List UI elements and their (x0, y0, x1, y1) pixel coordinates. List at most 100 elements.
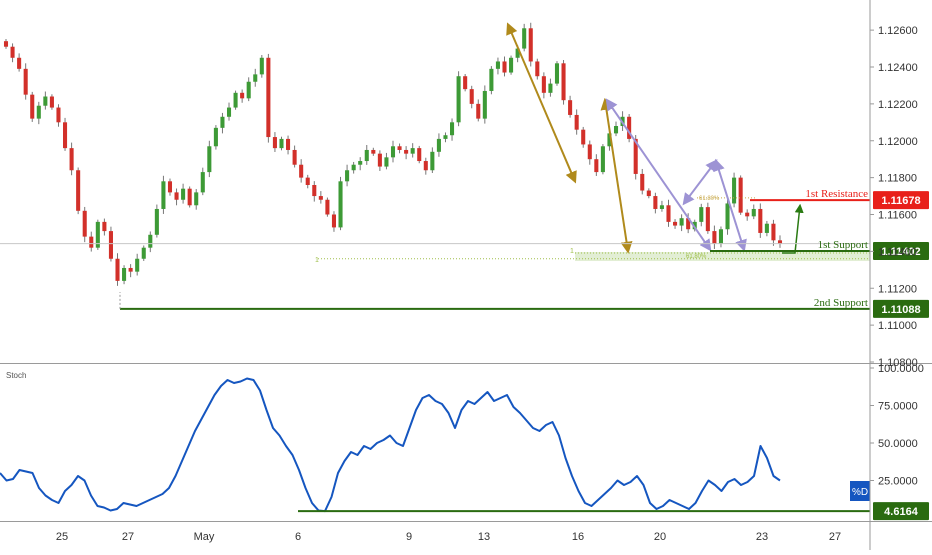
candle (443, 132, 448, 143)
candle-body (115, 258, 120, 281)
candle-body (207, 146, 212, 173)
price-tick-label: 1.11400 (878, 246, 917, 258)
candle-body (56, 107, 61, 123)
candle (600, 144, 605, 175)
candle (423, 157, 428, 175)
candle (777, 235, 783, 248)
candle-body (312, 185, 317, 197)
candle (673, 219, 678, 229)
candle-body (108, 231, 113, 259)
candle (627, 114, 632, 143)
candle-body (659, 205, 664, 209)
level-name: 1st Resistance (805, 188, 868, 200)
candle (745, 209, 750, 221)
candle-body (725, 203, 730, 230)
candle-body (495, 61, 500, 69)
candle-body (200, 172, 205, 193)
candle-body (63, 122, 68, 149)
candle (587, 140, 592, 165)
candle-body (36, 105, 41, 119)
candle-body (718, 229, 723, 244)
stoch-tick-label: 25.0000 (878, 476, 918, 488)
candle (299, 159, 304, 183)
candle (246, 77, 251, 102)
candle-body (122, 267, 127, 281)
candle (318, 191, 323, 204)
candle (430, 147, 435, 174)
candle (187, 186, 192, 208)
candle-body (587, 144, 592, 160)
candle (384, 152, 389, 170)
candle (266, 53, 271, 143)
price-tick-label: 1.11200 (878, 283, 917, 295)
candle-body (653, 196, 658, 209)
candle-body (745, 212, 750, 217)
annotations: 1 1 61.80% 61.80% (315, 22, 870, 264)
time-tick-label: 25 (56, 531, 68, 543)
candle (305, 174, 310, 189)
support-zone (575, 252, 870, 262)
candle (141, 245, 146, 261)
candle-body (89, 236, 94, 248)
price-tick-label: 1.11600 (878, 210, 917, 222)
stoch-value: 4.6164 (884, 506, 919, 518)
candle-body (299, 164, 304, 178)
candle-body (469, 89, 474, 104)
candle (410, 143, 415, 158)
stoch-pane: Stoch 4.6164 %D (0, 371, 929, 521)
candle (325, 197, 330, 217)
candle (581, 126, 586, 148)
candle (49, 94, 54, 110)
candle (574, 109, 579, 135)
candle-body (325, 199, 330, 215)
stoch-tick-label: 50.0000 (878, 438, 918, 450)
candle (732, 172, 737, 208)
candle (469, 85, 474, 109)
price-tick-label: 1.11800 (878, 173, 917, 185)
candle-body (181, 188, 186, 200)
stoch-d-label: %D (852, 487, 868, 498)
candle-body (95, 221, 100, 248)
candle-body (450, 122, 455, 136)
level-name: 1st Support (818, 239, 868, 251)
candle (397, 143, 402, 154)
candle (712, 225, 717, 249)
candle-body (574, 114, 579, 130)
candle-body (187, 188, 192, 206)
candle (56, 104, 61, 127)
candle-body (443, 135, 448, 139)
candle-body (738, 177, 743, 213)
candle (95, 219, 100, 250)
candle-body (220, 116, 225, 128)
candle-body (666, 205, 671, 222)
swing-arrow (605, 98, 712, 252)
candle (23, 63, 28, 100)
candle (331, 211, 336, 232)
candle (200, 167, 205, 196)
candle-body (161, 181, 166, 209)
candle-body (371, 149, 376, 154)
fib-label: 61.80% (686, 254, 707, 260)
candle-body (259, 57, 264, 75)
candle-body (10, 46, 15, 58)
candle (286, 135, 291, 155)
candle-body (141, 247, 146, 259)
candle-body (712, 231, 717, 244)
candle-body (135, 258, 140, 272)
level-value: 1.11402 (881, 246, 920, 258)
level-value: 1.11678 (881, 195, 920, 207)
candle (699, 203, 704, 227)
candle-body (318, 196, 323, 200)
candle-body (213, 127, 218, 147)
level-value: 1.11088 (881, 304, 920, 316)
time-tick-label: 23 (756, 531, 768, 543)
price-tick-label: 1.11000 (878, 320, 917, 332)
candle-body (541, 76, 546, 93)
candle (240, 89, 245, 103)
candle (351, 161, 356, 174)
candle-body (17, 57, 22, 69)
candle (482, 85, 487, 124)
candle (495, 57, 500, 75)
